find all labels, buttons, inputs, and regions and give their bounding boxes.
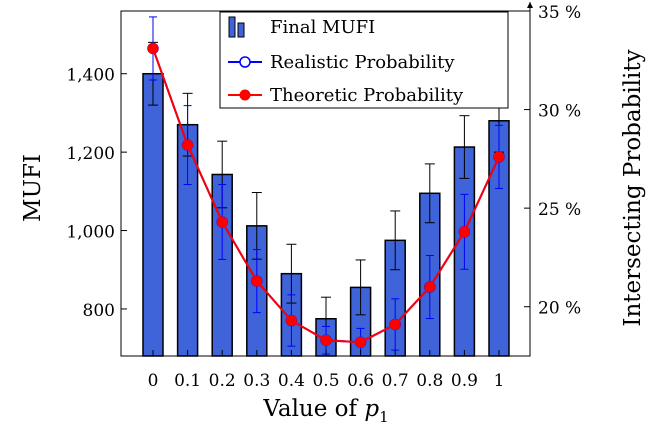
legend-bar-icon	[228, 16, 245, 38]
x-tick-label: 0	[148, 371, 159, 391]
x-axis-title-prefix: Value of	[262, 396, 364, 422]
x-tick-label: 0.9	[451, 371, 478, 391]
legend-box	[219, 11, 509, 109]
y2-axis-title: Intersecting Probability	[620, 49, 646, 326]
theoretic-point	[493, 151, 505, 163]
x-tick-label: 0.6	[347, 371, 374, 391]
x-tick-label: 0.7	[382, 371, 409, 391]
y-tick-label: 1,000	[66, 223, 115, 243]
y2-tick-label: 30 %	[538, 102, 581, 122]
right-axis: 20 % 25 % 30 % 35 %	[524, 2, 581, 319]
x-tick-label: 0.4	[278, 371, 305, 391]
theoretic-point	[251, 275, 263, 287]
y-tick-label: 1,400	[66, 66, 115, 86]
x-tick-label: 0.8	[416, 371, 443, 391]
y2-axis-arrow-head	[527, 2, 533, 8]
line-group	[147, 16, 505, 357]
bar	[142, 72, 164, 357]
y2-tick-label: 20 %	[538, 299, 581, 319]
legend-realistic-probability: Realistic Probability	[270, 52, 455, 73]
x-tick-label: 0.5	[312, 371, 339, 391]
legend-theoretic-icon	[228, 89, 262, 101]
x-tick-label: 0.1	[174, 371, 201, 391]
x-tick-label: 0.2	[209, 371, 236, 391]
theoretic-point	[355, 336, 367, 348]
theoretic-point	[458, 226, 470, 238]
x-axis-title: Value of p1	[262, 396, 388, 426]
x-tick-label: 1	[494, 371, 505, 391]
legend-final-mufi: Final MUFI	[270, 17, 375, 38]
legend-realistic-icon	[228, 56, 262, 68]
y2-tick-label: 35 %	[538, 3, 581, 23]
legend: Final MUFI Realistic Probability Theoret…	[219, 11, 509, 109]
x-axis-title-var: p	[364, 396, 379, 422]
x-axis: 0 0.1 0.2 0.3 0.4 0.5 0.6 0.7 0.8 0.9 1	[148, 350, 505, 391]
theoretic-point	[216, 216, 228, 228]
theoretic-point	[285, 315, 297, 327]
theoretic-point	[182, 139, 194, 151]
theoretic-point	[424, 281, 436, 293]
y2-tick-label: 25 %	[538, 200, 581, 220]
theoretic-point	[389, 318, 401, 330]
y-axis-title: MUFI	[20, 154, 46, 222]
theoretic-point	[147, 42, 159, 54]
x-axis-title-sub: 1	[379, 408, 389, 426]
y-tick-label: 1,200	[66, 144, 115, 164]
x-tick-label: 0.3	[243, 371, 270, 391]
left-axis: 800 1,000 1,200 1,400	[66, 66, 127, 321]
legend-theoretic-probability: Theoretic Probability	[270, 85, 464, 106]
theoretic-point	[320, 334, 332, 346]
y-tick-label: 800	[83, 301, 115, 321]
